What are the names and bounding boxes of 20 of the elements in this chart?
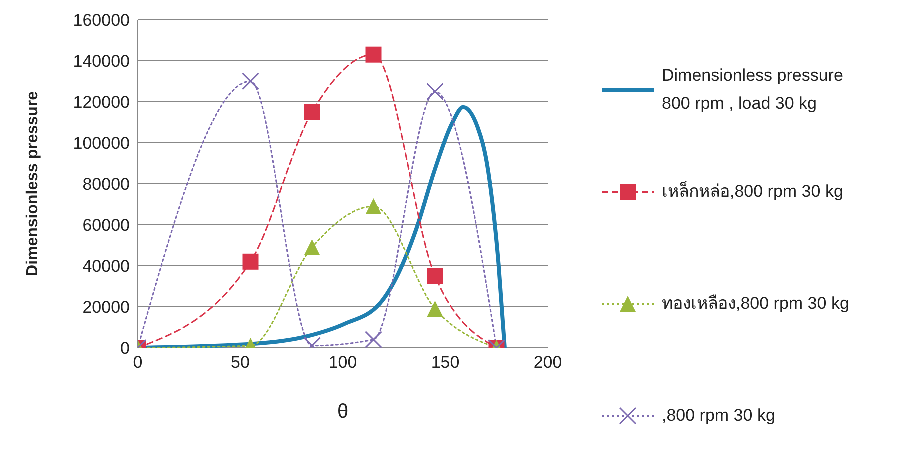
y-axis-title: Dimensionless pressure: [24, 91, 42, 276]
x-tick-label: 50: [231, 353, 250, 372]
y-tick-label: 140000: [73, 52, 130, 72]
y-tick-label: 60000: [82, 216, 130, 236]
x-axis-title: θ: [337, 401, 349, 423]
x-tick-label: 0: [133, 353, 143, 372]
y-tick-label: 40000: [82, 257, 130, 276]
y-tick-label: 100000: [73, 134, 130, 154]
y-tick-label: 80000: [82, 175, 130, 194]
x-tick-label: 100: [328, 353, 358, 372]
legend-label: Dimensionless pressure 800 rpm , load 30 kg: [662, 65, 844, 115]
x-tick-label: 150: [431, 353, 460, 372]
y-tick-label: 20000: [82, 298, 130, 318]
legend-label: เหล็กหล่อ,800 rpm 30 kg: [662, 180, 844, 203]
y-tick-label: 120000: [73, 93, 130, 112]
y-tick-label: 160000: [73, 11, 130, 30]
legend-label: ทองเหลือง,800 rpm 30 kg: [662, 293, 850, 315]
legend-label: ,800 rpm 30 kg: [662, 405, 776, 427]
y-tick-label: 0: [120, 339, 130, 358]
x-tick-label: 200: [534, 353, 562, 372]
